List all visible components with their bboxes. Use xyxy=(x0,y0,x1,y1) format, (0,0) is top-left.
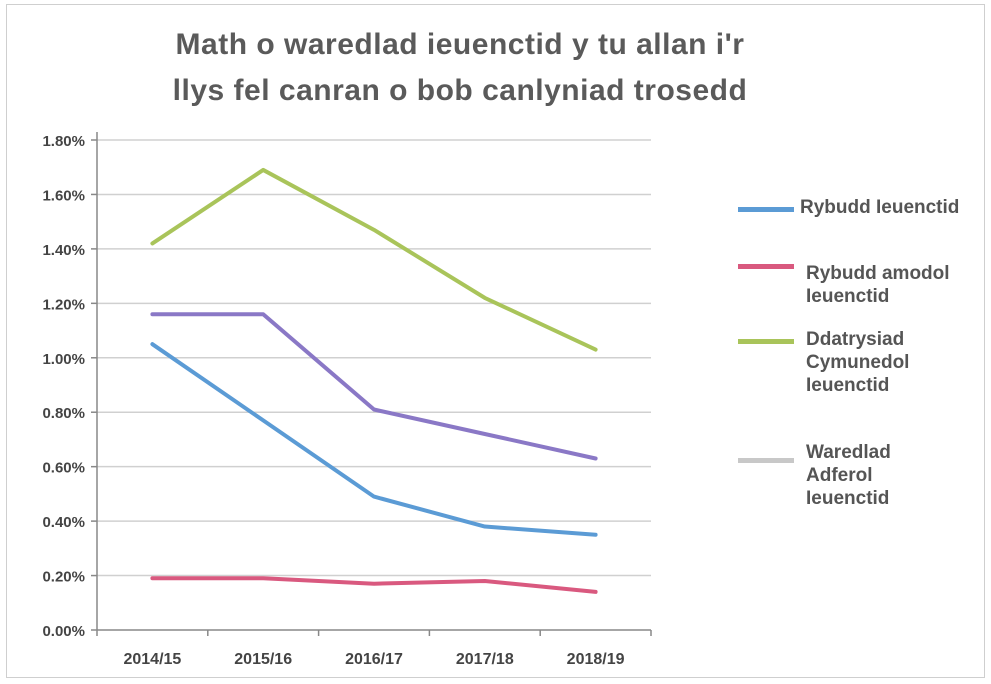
legend-label-line: Rybudd Ieuenctid xyxy=(800,197,960,218)
legend-label-line: Waredlad xyxy=(806,442,891,463)
y-tick-label: 0.80% xyxy=(42,405,85,422)
chart-title: Math o waredlad ieuenctid y tu allan i'r… xyxy=(120,22,800,114)
chart-frame xyxy=(6,4,985,678)
legend-label-line: Ieuenctid xyxy=(806,375,890,396)
y-tick-label: 1.60% xyxy=(42,187,85,204)
legend-label-line: Rybudd amodol xyxy=(806,263,950,284)
legend-swatch xyxy=(738,207,794,212)
series-line-2 xyxy=(150,576,598,594)
x-tick-label: 2017/18 xyxy=(456,651,514,668)
y-tick-label: 0.60% xyxy=(42,460,85,477)
legend-swatch xyxy=(738,458,794,463)
x-tick-label: 2015/16 xyxy=(234,651,292,668)
y-tick-label: 1.00% xyxy=(42,351,85,368)
legend-label: Ddatrysiad Cymunedol Ieuenctid xyxy=(806,328,909,397)
legend-label-line: Ieuenctid xyxy=(806,286,890,307)
legend-swatch xyxy=(738,264,794,269)
y-tick-label: 1.20% xyxy=(42,296,85,313)
chart-title-line-1: Math o waredlad ieuenctid y tu allan i'r xyxy=(175,28,745,61)
y-tick-label: 1.40% xyxy=(42,242,85,259)
x-tick-label: 2018/19 xyxy=(567,651,625,668)
series-line-3 xyxy=(150,167,598,352)
legend-label-line: Ieuenctid xyxy=(806,488,890,509)
legend-label-line: Cymunedol xyxy=(806,352,910,373)
legend-label-line: Ddatrysiad xyxy=(806,329,905,350)
series-line-4 xyxy=(150,312,598,461)
y-tick-label: 0.00% xyxy=(42,623,85,640)
legend-label: Rybudd amodol Ieuenctid xyxy=(806,262,950,308)
legend-swatch xyxy=(738,339,794,344)
legend-label: Waredlad Adferol Ieuenctid xyxy=(806,441,891,510)
legend-label-line: Adferol xyxy=(806,465,873,486)
legend-label: Rybudd Ieuenctid xyxy=(800,196,959,219)
x-tick-label: 2016/17 xyxy=(345,651,403,668)
x-tick-label: 2014/15 xyxy=(123,651,181,668)
chart-title-line-2: llys fel canran o bob canlyniad trosedd xyxy=(172,74,748,107)
y-tick-label: 1.80% xyxy=(42,133,85,150)
series-line-1 xyxy=(150,342,598,537)
y-tick-label: 0.20% xyxy=(42,569,85,586)
y-tick-label: 0.40% xyxy=(42,514,85,531)
